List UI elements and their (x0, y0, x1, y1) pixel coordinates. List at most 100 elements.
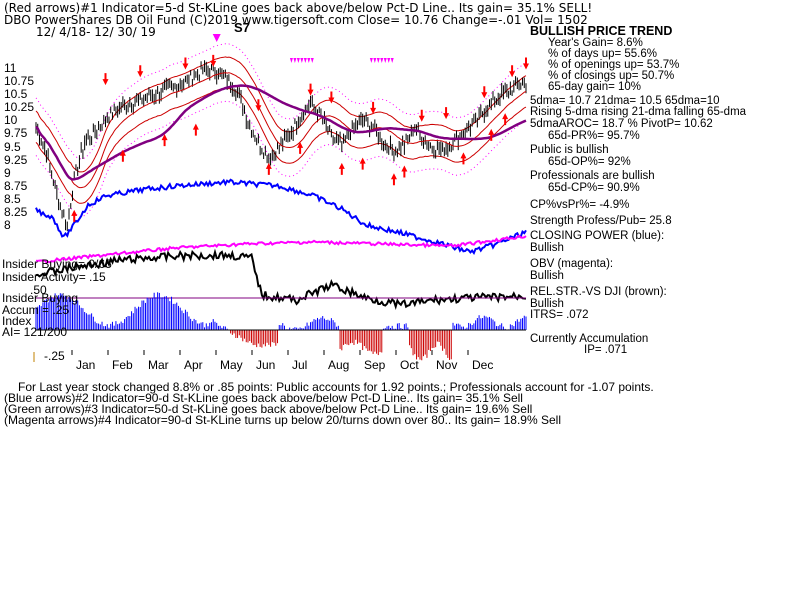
y-tick-label: 10.75 (4, 74, 35, 89)
magenta-arrow (300, 58, 304, 63)
month-label: Jun (256, 358, 276, 372)
y-tick-label: 8.25 (4, 204, 28, 219)
month-label: May (220, 358, 243, 372)
ai-label: AI= 121/200 (2, 325, 68, 339)
magenta-arrow (289, 58, 293, 63)
ma21-line (35, 72, 527, 189)
magenta-arrow (387, 58, 391, 63)
magenta-arrow (293, 58, 297, 63)
info-op65: 65d-OP%= 92% (548, 156, 631, 168)
red-down-arrow (102, 73, 109, 86)
magenta-arrow (390, 58, 394, 63)
info-gain65: 65-day gain= 10% (548, 81, 642, 93)
header-line1: (Red arrows)#1 Indicator=5-d St-KLine go… (4, 1, 593, 15)
red-up-arrow (460, 152, 467, 165)
red-up-arrow (359, 157, 366, 170)
peak-label: S7 (234, 20, 250, 35)
red-down-arrow (328, 91, 335, 104)
y-tick-label: 9.5 (4, 139, 21, 154)
info-relstr: REL.STR.-VS DJI (brown): (530, 286, 667, 298)
month-label: Oct (400, 358, 419, 372)
month-label: Jan (76, 358, 96, 372)
info-years-gain: Year's Gain= 8.6% (548, 37, 643, 49)
info-dma: 5dma= 10.7 21dma= 10.5 65dma=10 (530, 95, 720, 107)
red-down-arrow (509, 65, 516, 78)
y-tick-label: 9.25 (4, 152, 28, 167)
info-pros: Professionals are bullish (530, 170, 655, 182)
red-up-arrow (297, 141, 304, 154)
month-label: Feb (112, 358, 133, 372)
month-label: Nov (436, 358, 458, 372)
y-tick-label: 10.25 (4, 100, 35, 115)
magenta-arrow (380, 58, 384, 63)
month-label: Dec (472, 358, 494, 372)
red-up-arrow (488, 128, 495, 141)
red-down-arrow (370, 101, 377, 114)
y-tick-label: 10 (4, 113, 18, 128)
magenta-arrow (307, 58, 311, 63)
footer-line4: (Magenta arrows)#4 Indicator=90-d St-KLi… (4, 413, 561, 427)
y-tick-label: 8.75 (4, 178, 28, 193)
month-label: Jul (292, 358, 308, 372)
info-obv: OBV (magenta): (530, 258, 614, 270)
red-down-arrow (523, 57, 529, 70)
magenta-arrow (296, 58, 300, 63)
info-strength: Strength Profess/Pub= 25.8 (530, 215, 672, 227)
info-openings-up: % of openings up= 53.7% (548, 59, 680, 71)
insider-activity-label: Insider Activity= .15 (2, 270, 106, 284)
red-up-arrow (192, 123, 199, 136)
magenta-arrow (373, 58, 377, 63)
magenta-arrow (376, 58, 380, 63)
info-cp65: 65d-CP%= 90.9% (548, 182, 640, 194)
info-bullish1: Bullish (530, 242, 564, 254)
y-tick-label: 9.75 (4, 126, 28, 141)
info-closing-power: CLOSING POWER (blue): (530, 230, 665, 242)
price-chart (33, 34, 529, 362)
info-rising: Rising 5-dma rising 21-dma falling 65-dm… (530, 106, 747, 118)
red-up-arrow (265, 162, 272, 175)
val-neg25-label: -.25 (44, 349, 65, 363)
y-tick-label: 8.5 (4, 191, 21, 206)
y-tick-label: 10.5 (4, 87, 28, 102)
ma65-line (35, 84, 527, 181)
peak-magenta-arrow (212, 34, 221, 42)
y-tick-label: 11 (4, 61, 17, 76)
info-aroc: 5dmaAROC= 18.7 % PivotP= 10.62 (530, 118, 713, 130)
lower-band-inner (35, 87, 527, 204)
month-label: Mar (148, 358, 169, 372)
info-title: BULLISH PRICE TREND (530, 24, 673, 38)
info-days-up: % of days up= 55.6% (548, 48, 658, 60)
accum-label: Accum = .25 (2, 303, 70, 317)
magenta-arrow (310, 58, 314, 63)
insider-buying-label: Insider Buying= 0/65 (2, 257, 112, 271)
info-bullish3: Bullish (530, 298, 564, 310)
info-pr65: 65d-PR%= 95.7% (548, 130, 640, 142)
footer-line2: (Blue arrows)#2 Indicator=90-d St-KLine … (4, 391, 523, 405)
red-up-arrow (390, 173, 397, 186)
red-down-arrow (137, 65, 144, 78)
red-up-arrow (502, 113, 509, 126)
magenta-arrow (303, 58, 307, 63)
obv-line (35, 234, 527, 264)
red-up-arrow (401, 165, 408, 178)
month-label: Apr (184, 358, 203, 372)
month-label: Sep (364, 358, 386, 372)
red-down-arrow (443, 107, 450, 120)
info-itrs: ITRS= .072 (530, 309, 589, 321)
header-date-range: 12/ 4/18- 12/ 30/ 19 (36, 25, 156, 39)
magenta-arrow (383, 58, 387, 63)
y-tick-label: 9 (4, 165, 11, 180)
red-down-arrow (210, 54, 217, 67)
red-up-arrow (71, 209, 78, 222)
index-label: Index (2, 314, 32, 328)
red-up-arrow (338, 162, 345, 175)
red-down-arrow (255, 99, 262, 112)
y-tick-label: 8 (4, 218, 11, 232)
red-down-arrow (418, 109, 425, 122)
red-up-arrow (119, 149, 126, 162)
month-label: Aug (328, 358, 350, 372)
val-50-label: .50 (30, 283, 47, 297)
red-down-arrow (182, 57, 189, 70)
red-down-arrow (481, 86, 488, 99)
red-down-arrow (307, 83, 314, 96)
